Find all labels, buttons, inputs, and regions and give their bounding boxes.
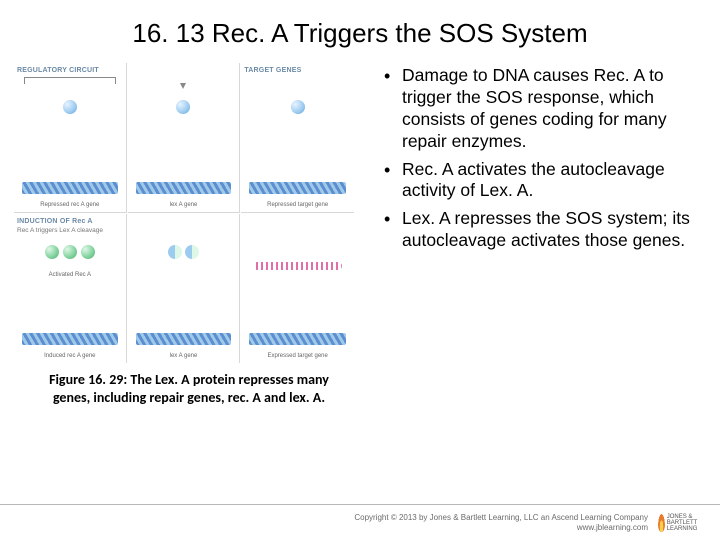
panel-4-head: INDUCTION OF Rec A [17,218,123,225]
figure-caption: Figure 16. 29: The Lex. A protein repres… [14,363,364,406]
panel-6: Expressed target gene [241,214,354,364]
flame-icon [658,514,665,532]
panel-3-label: Repressed target gene [241,202,354,208]
panel-2-label: lex A gene [128,202,240,208]
content-area: REGULATORY CIRCUIT Repressed rec A gene … [0,63,720,406]
sphere-group [241,99,354,117]
left-column: REGULATORY CIRCUIT Repressed rec A gene … [14,63,364,406]
sphere-group [128,244,240,262]
sphere-group [14,244,126,262]
list-item: Rec. A activates the autocleavage activi… [382,159,706,203]
arrow-down-icon [180,83,186,89]
panel-3-head: TARGET GENES [244,67,351,74]
copyright-line-1: Copyright © 2013 by Jones & Bartlett Lea… [354,513,648,523]
sphere-half-icon [185,245,199,259]
dna-icon [136,333,232,345]
bullet-list: Damage to DNA causes Rec. A to trigger t… [382,65,706,252]
figure-diagram: REGULATORY CIRCUIT Repressed rec A gene … [14,63,354,363]
sphere-icon [45,245,59,259]
panel-4-label: Induced rec A gene [14,353,126,359]
panel-4-mid: Activated Rec A [14,272,126,278]
panel-5-label: lex A gene [128,353,240,359]
dna-icon [22,182,118,194]
panel-1-label: Repressed rec A gene [14,202,126,208]
panel-4: INDUCTION OF Rec A Rec A triggers Lex A … [14,214,127,364]
list-item: Lex. A represses the SOS system; its aut… [382,208,706,252]
panel-6-label: Expressed target gene [241,353,354,359]
rna-icon [253,262,342,270]
panel-1: REGULATORY CIRCUIT Repressed rec A gene [14,63,127,213]
dna-icon [136,182,232,194]
panel-5: lex A gene [128,214,241,364]
right-column: Damage to DNA causes Rec. A to trigger t… [364,63,706,406]
sphere-icon [63,100,77,114]
list-item: Damage to DNA causes Rec. A to trigger t… [382,65,706,153]
sphere-icon [291,100,305,114]
dna-icon [22,333,118,345]
panel-2: lex A gene [128,63,241,213]
footer: Copyright © 2013 by Jones & Bartlett Lea… [0,504,720,540]
page-title: 16. 13 Rec. A Triggers the SOS System [0,0,720,63]
panel-1-head: REGULATORY CIRCUIT [17,67,123,74]
panel-4-sub: Rec A triggers Lex A cleavage [17,227,123,234]
sphere-group [14,99,126,117]
copyright-text: Copyright © 2013 by Jones & Bartlett Lea… [354,513,648,532]
sphere-half-icon [168,245,182,259]
bracket-icon [24,77,116,85]
sphere-icon [63,245,77,259]
sphere-icon [176,100,190,114]
caption-line-1: Figure 16. 29: The Lex. A protein repres… [49,371,329,388]
sphere-icon [81,245,95,259]
publisher-logo: JONES & BARTLETT LEARNING [658,513,710,533]
copyright-line-2: www.jblearning.com [354,523,648,533]
caption-line-2: genes, including repair genes, rec. A an… [53,389,325,406]
dna-icon [249,333,346,345]
panel-3: TARGET GENES Repressed target gene [241,63,354,213]
sphere-group [128,99,240,117]
dna-icon [249,182,346,194]
logo-text: JONES & BARTLETT LEARNING [667,514,710,532]
